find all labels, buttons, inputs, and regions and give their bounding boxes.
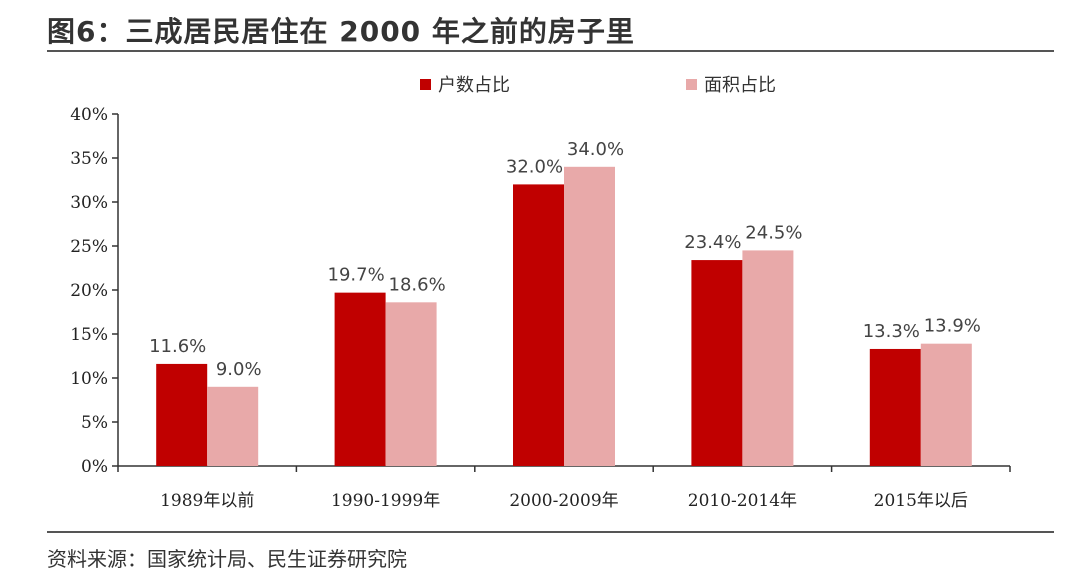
legend-label: 面积占比: [704, 75, 776, 96]
y-tick-label: 0%: [81, 457, 108, 477]
data-label: 19.7%: [328, 265, 385, 286]
x-tick-label: 1989年以前: [160, 491, 254, 511]
title-divider: [47, 50, 1054, 52]
y-tick-label: 30%: [70, 193, 108, 213]
legend-swatch: [420, 79, 431, 90]
bar: [207, 386, 259, 466]
data-label: 18.6%: [389, 274, 446, 295]
legend-swatch: [686, 79, 697, 90]
y-axis: 0% 5% 10% 15% 20% 25% 30% 35% 40%: [70, 105, 119, 477]
chart-bars: [156, 166, 972, 467]
data-label: 13.9%: [924, 316, 981, 337]
data-label: 23.4%: [684, 232, 741, 253]
data-label: 32.0%: [506, 156, 563, 177]
y-tick-label: 15%: [70, 325, 108, 345]
bar: [156, 363, 208, 466]
bar: [691, 260, 743, 466]
y-tick-label: 35%: [70, 149, 108, 169]
bar: [920, 343, 972, 466]
bar: [385, 302, 437, 466]
legend-label: 户数占比: [438, 75, 510, 96]
data-label: 13.3%: [863, 321, 920, 342]
bar: [513, 184, 564, 466]
x-tick-label: 1990-1999年: [331, 491, 440, 511]
y-tick-label: 25%: [70, 237, 108, 257]
y-tick-label: 10%: [70, 369, 108, 389]
data-label: 9.0%: [216, 359, 262, 380]
x-tick-label: 2010-2014年: [688, 491, 797, 511]
bar: [564, 166, 615, 467]
source-divider: [47, 531, 1054, 533]
figure-title: 图6：三成居民居住在 2000 年之前的房子里: [47, 15, 635, 48]
chart-legend: 户数占比 面积占比: [420, 75, 776, 96]
y-tick-label: 20%: [70, 281, 108, 301]
bar: [334, 292, 386, 466]
source-note: 资料来源：国家统计局、民生证券研究院: [47, 547, 407, 571]
y-tick-label: 40%: [70, 105, 108, 125]
bar: [742, 250, 794, 466]
data-label: 24.5%: [745, 222, 802, 243]
y-tick-label: 5%: [81, 413, 108, 433]
data-label: 34.0%: [567, 139, 624, 160]
chart-data-labels: 11.6% 9.0% 19.7% 18.6% 32.0%34.0% 23.4% 24.5% 1…: [149, 139, 981, 380]
bar: [869, 348, 921, 466]
data-label: 11.6%: [149, 336, 206, 357]
x-tick-label: 2000-2009年: [509, 491, 618, 511]
x-tick-label: 2015年以后: [874, 491, 968, 511]
x-axis: 1989年以前 1990-1999年 2000-2009年 2010-2014年 201…: [117, 465, 1011, 511]
